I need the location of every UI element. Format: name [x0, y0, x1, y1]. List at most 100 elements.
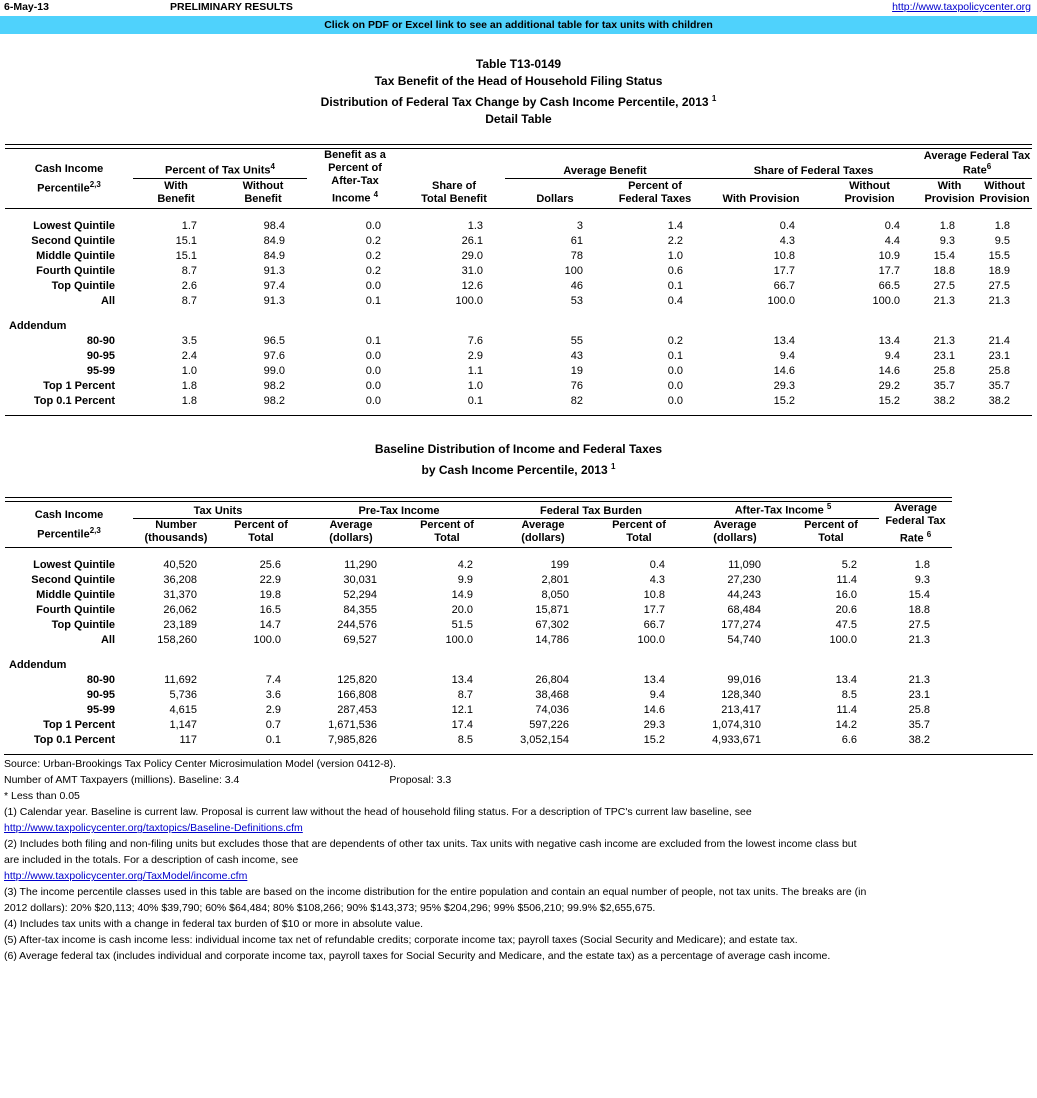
- tax-model-income-link[interactable]: http://www.taxpolicycenter.org/TaxModel/…: [4, 870, 248, 883]
- t2-add1-c7: 8.5: [841, 689, 857, 702]
- t1-row1-c2: 0.2: [365, 234, 381, 247]
- t2-add4-label: Top 0.1 Percent: [33, 734, 115, 747]
- t1-col-share-total-benefit: Share of Total Benefit: [403, 149, 505, 209]
- t2-pct3-l2: Total: [626, 532, 652, 545]
- t2-row2-c7: 16.0: [835, 589, 857, 602]
- t2-add4-c7: 6.6: [841, 734, 857, 747]
- tpc-website-anchor[interactable]: http://www.taxpolicycenter.org: [892, 1, 1031, 13]
- t2-row3-c6: 68,484: [727, 604, 761, 617]
- t2-pct4-l1: Percent of: [804, 519, 858, 532]
- t1-row1-c1: 84.9: [263, 234, 285, 247]
- t1-row3-c0: 8.7: [181, 264, 197, 277]
- t1-row0-c9: 1.8: [994, 219, 1010, 232]
- t1-col-with-benefit: With Benefit: [133, 178, 219, 209]
- t2-pct1-l2: Total: [248, 532, 274, 545]
- t2-row5-c4: 14,786: [535, 634, 569, 647]
- t2-avg1-l2: (dollars): [329, 532, 373, 545]
- t1-share-benefit-line2: Total Benefit: [421, 192, 487, 205]
- t2-row3-c7: 20.6: [835, 604, 857, 617]
- t2-add2-c4: 74,036: [535, 704, 569, 717]
- t1-add0-c1: 96.5: [263, 334, 285, 347]
- report-date: 6-May-13: [4, 1, 49, 13]
- table-subtitle-text: Distribution of Federal Tax Change by Ca…: [320, 95, 709, 109]
- t1-rate-without-prov-l2: Provision: [979, 192, 1030, 205]
- pdf-excel-banner[interactable]: Click on PDF or Excel link to see an add…: [0, 16, 1037, 34]
- t1-row3-c2: 0.2: [365, 264, 381, 277]
- t2-addendum-label: Addendum: [9, 659, 67, 672]
- t1-group-percent-tax-units-text: Percent of Tax Units: [165, 164, 271, 177]
- t1-dollars-l1: Dollars: [536, 192, 574, 205]
- footnote-2b: are included in the totals. For a descri…: [4, 854, 299, 867]
- baseline-definitions-link[interactable]: http://www.taxpolicycenter.org/taxtopics…: [4, 822, 303, 835]
- t1-row3-c5: 0.6: [667, 264, 683, 277]
- footnote-source: Source: Urban-Brookings Tax Policy Cente…: [4, 758, 396, 771]
- t2-add3-c5: 29.3: [643, 719, 665, 732]
- t1-row3-c3: 31.0: [461, 264, 483, 277]
- t1-add1-c5: 0.1: [667, 349, 683, 362]
- t1-add2-c1: 99.0: [263, 364, 285, 377]
- t2-add2-c2: 287,453: [337, 704, 377, 717]
- footnote-2-link[interactable]: http://www.taxpolicycenter.org/TaxModel/…: [4, 869, 1033, 884]
- t2-col-average-dollars-1: Average (dollars): [303, 518, 399, 549]
- t2-add0-c0: 11,692: [164, 674, 197, 687]
- t2-row5-label: All: [100, 634, 115, 647]
- t1-row2-c1: 84.9: [263, 249, 285, 262]
- footnote-5: (5) After-tax income is cash income less…: [4, 934, 798, 947]
- t2-stub-line2: Percentile2,3: [5, 523, 133, 543]
- t1-add0-c2: 0.1: [365, 334, 381, 347]
- t1-add2-c8: 25.8: [933, 364, 955, 377]
- t2-avg2-l2: (dollars): [521, 532, 565, 545]
- t2-add1-c5: 9.4: [649, 689, 665, 702]
- t2-add3-c2: 1,671,536: [328, 719, 377, 732]
- t1-add3-c9: 35.7: [988, 379, 1010, 392]
- table-row: Top 1 Percent 1.8 98.2 0.0 1.0 76 0.0 29…: [5, 379, 1032, 394]
- t1-add4-c3: 0.1: [467, 394, 483, 407]
- t1-row4-c0: 2.6: [181, 279, 197, 292]
- t2-row2-label: Middle Quintile: [36, 589, 115, 602]
- t1-rate-without-prov-l1: Without: [984, 179, 1025, 192]
- footnote-marker-4b: 4: [373, 190, 379, 199]
- t2-add3-c7: 14.2: [835, 719, 857, 732]
- table-row: Lowest Quintile 40,520 25.6 11,290 4.2 1…: [5, 558, 952, 573]
- t1-share-benefit-line1: Share of: [431, 179, 476, 192]
- t2-col-average-dollars-2: Average (dollars): [495, 518, 591, 549]
- footnote-marker-2-3: 2,3: [89, 179, 101, 189]
- t1-row0-c1: 98.4: [263, 219, 285, 232]
- t1-row5-c9: 21.3: [988, 294, 1010, 307]
- t2-row1-c3: 9.9: [457, 574, 473, 587]
- tpc-website-link[interactable]: http://www.taxpolicycenter.org: [892, 1, 1031, 13]
- t1-add2-c9: 25.8: [988, 364, 1010, 377]
- t1-add1-c7: 9.4: [884, 349, 900, 362]
- t1-col-benefit-pct-after-tax: Benefit as a Percent of After-Tax Income…: [307, 149, 403, 209]
- t1-row1-c4: 61: [570, 234, 583, 247]
- t2-group-tax-units: Tax Units: [133, 501, 303, 519]
- t2-row0-c5: 0.4: [649, 559, 665, 572]
- footnote-less-than: * Less than 0.05: [4, 790, 80, 803]
- t2-body: Lowest Quintile 40,520 25.6 11,290 4.2 1…: [5, 548, 952, 755]
- t2-avg-rate-l2: Federal Tax: [885, 514, 946, 527]
- t1-row5-c4: 53: [570, 294, 583, 307]
- t1-add1-c6: 9.4: [779, 349, 795, 362]
- table2-top-rule: [5, 496, 952, 502]
- footnote-1-link[interactable]: http://www.taxpolicycenter.org/taxtopics…: [4, 821, 1033, 836]
- t1-add1-c2: 0.0: [365, 349, 381, 362]
- t1-row0-c4: 3: [576, 219, 583, 232]
- t2-add3-c1: 0.7: [265, 719, 281, 732]
- t1-row3-c7: 17.7: [878, 264, 900, 277]
- t1-group-avg-federal-tax-rate: Average Federal Tax Rate6: [922, 149, 1032, 179]
- t2-add3-c0: 1,147: [169, 719, 197, 732]
- t2-add4-c3: 8.5: [457, 734, 473, 747]
- t2-pct2-l2: Total: [434, 532, 460, 545]
- baseline-table-wrapper: Cash Income Percentile2,3 Tax Units Pre-…: [5, 496, 952, 755]
- t2-row4-c7: 47.5: [835, 619, 857, 632]
- t1-add2-c4: 19: [570, 364, 583, 377]
- t1-row3-c9: 18.9: [988, 264, 1010, 277]
- t1-add3-c4: 76: [570, 379, 583, 392]
- t1-add3-c7: 29.2: [878, 379, 900, 392]
- t1-add3-c2: 0.0: [365, 379, 381, 392]
- t1-benefit-line1: Benefit as a: [324, 149, 386, 161]
- t1-row5-c3: 100.0: [455, 294, 483, 307]
- t1-row1-c0: 15.1: [175, 234, 197, 247]
- t1-row2-label: Middle Quintile: [36, 249, 115, 262]
- footnote-marker-6a: 6: [986, 161, 992, 171]
